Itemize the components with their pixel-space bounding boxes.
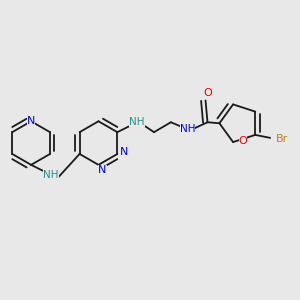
Text: O: O bbox=[238, 136, 247, 146]
Text: NH: NH bbox=[180, 124, 196, 134]
Text: O: O bbox=[203, 88, 212, 98]
Text: N: N bbox=[120, 147, 128, 157]
Text: N: N bbox=[27, 116, 35, 126]
Text: Br: Br bbox=[276, 134, 288, 144]
Text: N: N bbox=[98, 165, 106, 175]
Text: NH: NH bbox=[129, 117, 145, 127]
Text: NH: NH bbox=[43, 170, 59, 180]
